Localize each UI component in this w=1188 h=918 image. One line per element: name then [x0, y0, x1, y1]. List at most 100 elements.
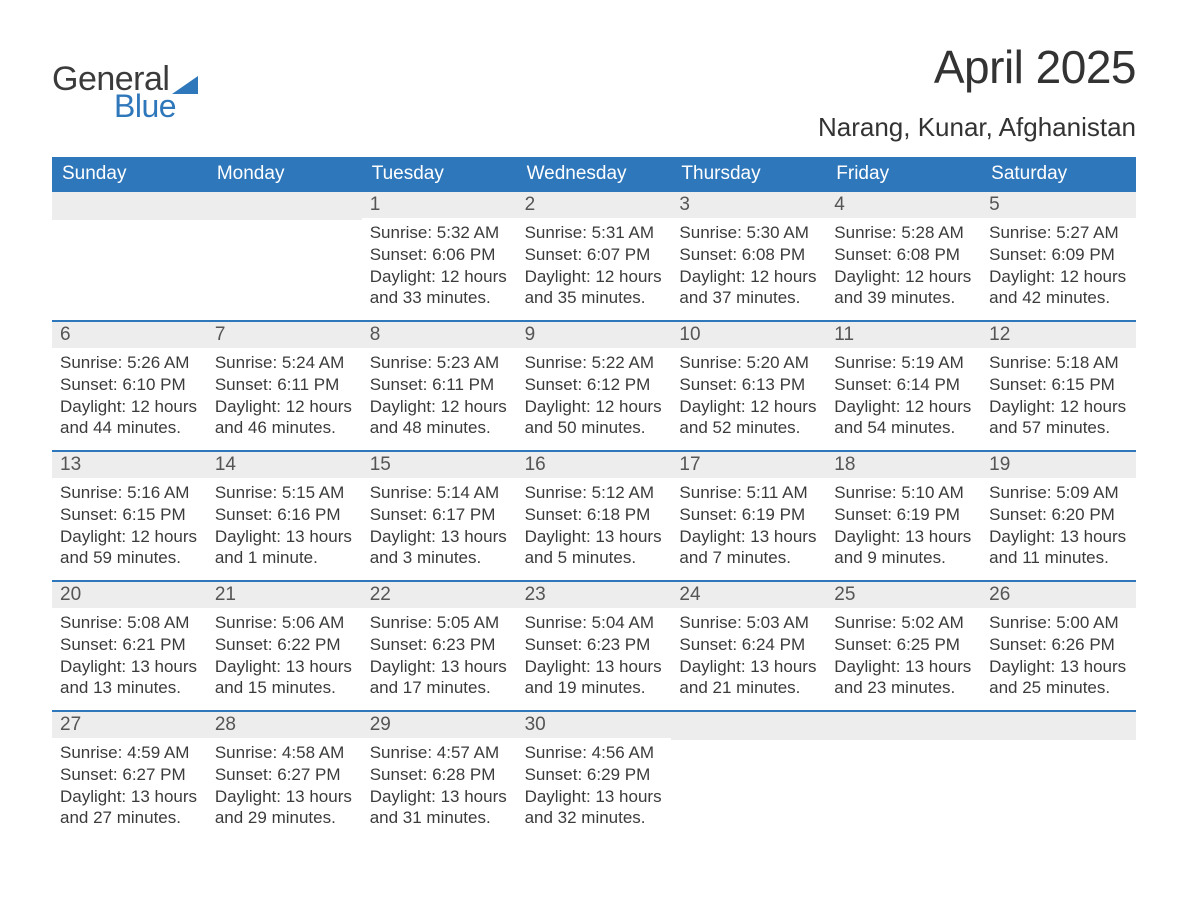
calendar-cell: 13Sunrise: 5:16 AMSunset: 6:15 PMDayligh…: [52, 452, 207, 580]
sunset-text: Sunset: 6:13 PM: [679, 374, 818, 396]
sunrise-text: Sunrise: 5:04 AM: [525, 612, 664, 634]
day-number: 1: [362, 192, 517, 218]
daylight-text: Daylight: 12 hours and 59 minutes.: [60, 526, 199, 570]
day-number: 8: [362, 322, 517, 348]
calendar-cell: 21Sunrise: 5:06 AMSunset: 6:22 PMDayligh…: [207, 582, 362, 710]
day-body: Sunrise: 5:32 AMSunset: 6:06 PMDaylight:…: [362, 218, 517, 317]
sunset-text: Sunset: 6:11 PM: [370, 374, 509, 396]
sunrise-text: Sunrise: 5:10 AM: [834, 482, 973, 504]
sunrise-text: Sunrise: 4:56 AM: [525, 742, 664, 764]
day-body: Sunrise: 4:58 AMSunset: 6:27 PMDaylight:…: [207, 738, 362, 837]
logo-word-blue: Blue: [114, 90, 198, 122]
weekday-header: Wednesday: [517, 157, 672, 192]
calendar-cell: 20Sunrise: 5:08 AMSunset: 6:21 PMDayligh…: [52, 582, 207, 710]
calendar-cell: 15Sunrise: 5:14 AMSunset: 6:17 PMDayligh…: [362, 452, 517, 580]
calendar-cell: 17Sunrise: 5:11 AMSunset: 6:19 PMDayligh…: [671, 452, 826, 580]
calendar-cell: [207, 192, 362, 320]
sunset-text: Sunset: 6:12 PM: [525, 374, 664, 396]
daylight-text: Daylight: 13 hours and 21 minutes.: [679, 656, 818, 700]
weekday-header: Sunday: [52, 157, 207, 192]
sunset-text: Sunset: 6:11 PM: [215, 374, 354, 396]
daylight-text: Daylight: 13 hours and 1 minute.: [215, 526, 354, 570]
sunset-text: Sunset: 6:15 PM: [60, 504, 199, 526]
logo-triangle-icon: [172, 74, 198, 94]
daylight-text: Daylight: 13 hours and 23 minutes.: [834, 656, 973, 700]
page-title: April 2025: [818, 40, 1136, 94]
sunrise-text: Sunrise: 5:27 AM: [989, 222, 1128, 244]
title-block: April 2025 Narang, Kunar, Afghanistan: [818, 40, 1136, 143]
sunrise-text: Sunrise: 5:30 AM: [679, 222, 818, 244]
calendar-cell: [826, 712, 981, 840]
daylight-text: Daylight: 13 hours and 3 minutes.: [370, 526, 509, 570]
day-number: [207, 192, 362, 220]
sunrise-text: Sunrise: 5:23 AM: [370, 352, 509, 374]
sunset-text: Sunset: 6:26 PM: [989, 634, 1128, 656]
day-number: 14: [207, 452, 362, 478]
calendar-cell: 18Sunrise: 5:10 AMSunset: 6:19 PMDayligh…: [826, 452, 981, 580]
daylight-text: Daylight: 12 hours and 33 minutes.: [370, 266, 509, 310]
day-number: 22: [362, 582, 517, 608]
daylight-text: Daylight: 13 hours and 19 minutes.: [525, 656, 664, 700]
sunset-text: Sunset: 6:17 PM: [370, 504, 509, 526]
daylight-text: Daylight: 13 hours and 25 minutes.: [989, 656, 1128, 700]
sunset-text: Sunset: 6:10 PM: [60, 374, 199, 396]
daylight-text: Daylight: 13 hours and 13 minutes.: [60, 656, 199, 700]
daylight-text: Daylight: 13 hours and 11 minutes.: [989, 526, 1128, 570]
daylight-text: Daylight: 12 hours and 48 minutes.: [370, 396, 509, 440]
calendar-cell: 25Sunrise: 5:02 AMSunset: 6:25 PMDayligh…: [826, 582, 981, 710]
calendar-cell: 16Sunrise: 5:12 AMSunset: 6:18 PMDayligh…: [517, 452, 672, 580]
day-body: Sunrise: 5:08 AMSunset: 6:21 PMDaylight:…: [52, 608, 207, 707]
day-body: Sunrise: 5:14 AMSunset: 6:17 PMDaylight:…: [362, 478, 517, 577]
sunrise-text: Sunrise: 5:11 AM: [679, 482, 818, 504]
calendar-cell: 5Sunrise: 5:27 AMSunset: 6:09 PMDaylight…: [981, 192, 1136, 320]
sunrise-text: Sunrise: 5:05 AM: [370, 612, 509, 634]
daylight-text: Daylight: 13 hours and 27 minutes.: [60, 786, 199, 830]
weekday-header: Saturday: [981, 157, 1136, 192]
sunset-text: Sunset: 6:29 PM: [525, 764, 664, 786]
day-number: 7: [207, 322, 362, 348]
day-number: 6: [52, 322, 207, 348]
calendar-cell: 22Sunrise: 5:05 AMSunset: 6:23 PMDayligh…: [362, 582, 517, 710]
day-number: 29: [362, 712, 517, 738]
sunrise-text: Sunrise: 5:19 AM: [834, 352, 973, 374]
daylight-text: Daylight: 12 hours and 54 minutes.: [834, 396, 973, 440]
daylight-text: Daylight: 13 hours and 9 minutes.: [834, 526, 973, 570]
day-body: Sunrise: 4:56 AMSunset: 6:29 PMDaylight:…: [517, 738, 672, 837]
weekday-header: Tuesday: [362, 157, 517, 192]
sunset-text: Sunset: 6:24 PM: [679, 634, 818, 656]
sunset-text: Sunset: 6:27 PM: [60, 764, 199, 786]
day-body: Sunrise: 5:03 AMSunset: 6:24 PMDaylight:…: [671, 608, 826, 707]
calendar-week: 1Sunrise: 5:32 AMSunset: 6:06 PMDaylight…: [52, 192, 1136, 320]
day-body: Sunrise: 5:00 AMSunset: 6:26 PMDaylight:…: [981, 608, 1136, 707]
day-body: Sunrise: 5:09 AMSunset: 6:20 PMDaylight:…: [981, 478, 1136, 577]
sunrise-text: Sunrise: 4:58 AM: [215, 742, 354, 764]
header: General Blue April 2025 Narang, Kunar, A…: [52, 40, 1136, 143]
day-body: Sunrise: 5:28 AMSunset: 6:08 PMDaylight:…: [826, 218, 981, 317]
day-number: 24: [671, 582, 826, 608]
day-body: Sunrise: 5:16 AMSunset: 6:15 PMDaylight:…: [52, 478, 207, 577]
day-number: [52, 192, 207, 220]
day-number: 10: [671, 322, 826, 348]
sunrise-text: Sunrise: 5:00 AM: [989, 612, 1128, 634]
calendar-cell: 28Sunrise: 4:58 AMSunset: 6:27 PMDayligh…: [207, 712, 362, 840]
location-subtitle: Narang, Kunar, Afghanistan: [818, 112, 1136, 143]
day-body: Sunrise: 5:02 AMSunset: 6:25 PMDaylight:…: [826, 608, 981, 707]
daylight-text: Daylight: 13 hours and 32 minutes.: [525, 786, 664, 830]
calendar-week: 20Sunrise: 5:08 AMSunset: 6:21 PMDayligh…: [52, 580, 1136, 710]
day-body: Sunrise: 4:57 AMSunset: 6:28 PMDaylight:…: [362, 738, 517, 837]
calendar-cell: 11Sunrise: 5:19 AMSunset: 6:14 PMDayligh…: [826, 322, 981, 450]
day-number: [826, 712, 981, 740]
day-body: Sunrise: 5:18 AMSunset: 6:15 PMDaylight:…: [981, 348, 1136, 447]
sunset-text: Sunset: 6:22 PM: [215, 634, 354, 656]
daylight-text: Daylight: 12 hours and 39 minutes.: [834, 266, 973, 310]
day-number: 20: [52, 582, 207, 608]
day-number: [981, 712, 1136, 740]
brand-logo: General Blue: [52, 40, 198, 122]
sunrise-text: Sunrise: 4:59 AM: [60, 742, 199, 764]
day-body: Sunrise: 5:12 AMSunset: 6:18 PMDaylight:…: [517, 478, 672, 577]
sunrise-text: Sunrise: 5:15 AM: [215, 482, 354, 504]
day-body: Sunrise: 5:10 AMSunset: 6:19 PMDaylight:…: [826, 478, 981, 577]
sunrise-text: Sunrise: 5:32 AM: [370, 222, 509, 244]
sunset-text: Sunset: 6:08 PM: [679, 244, 818, 266]
day-number: 28: [207, 712, 362, 738]
